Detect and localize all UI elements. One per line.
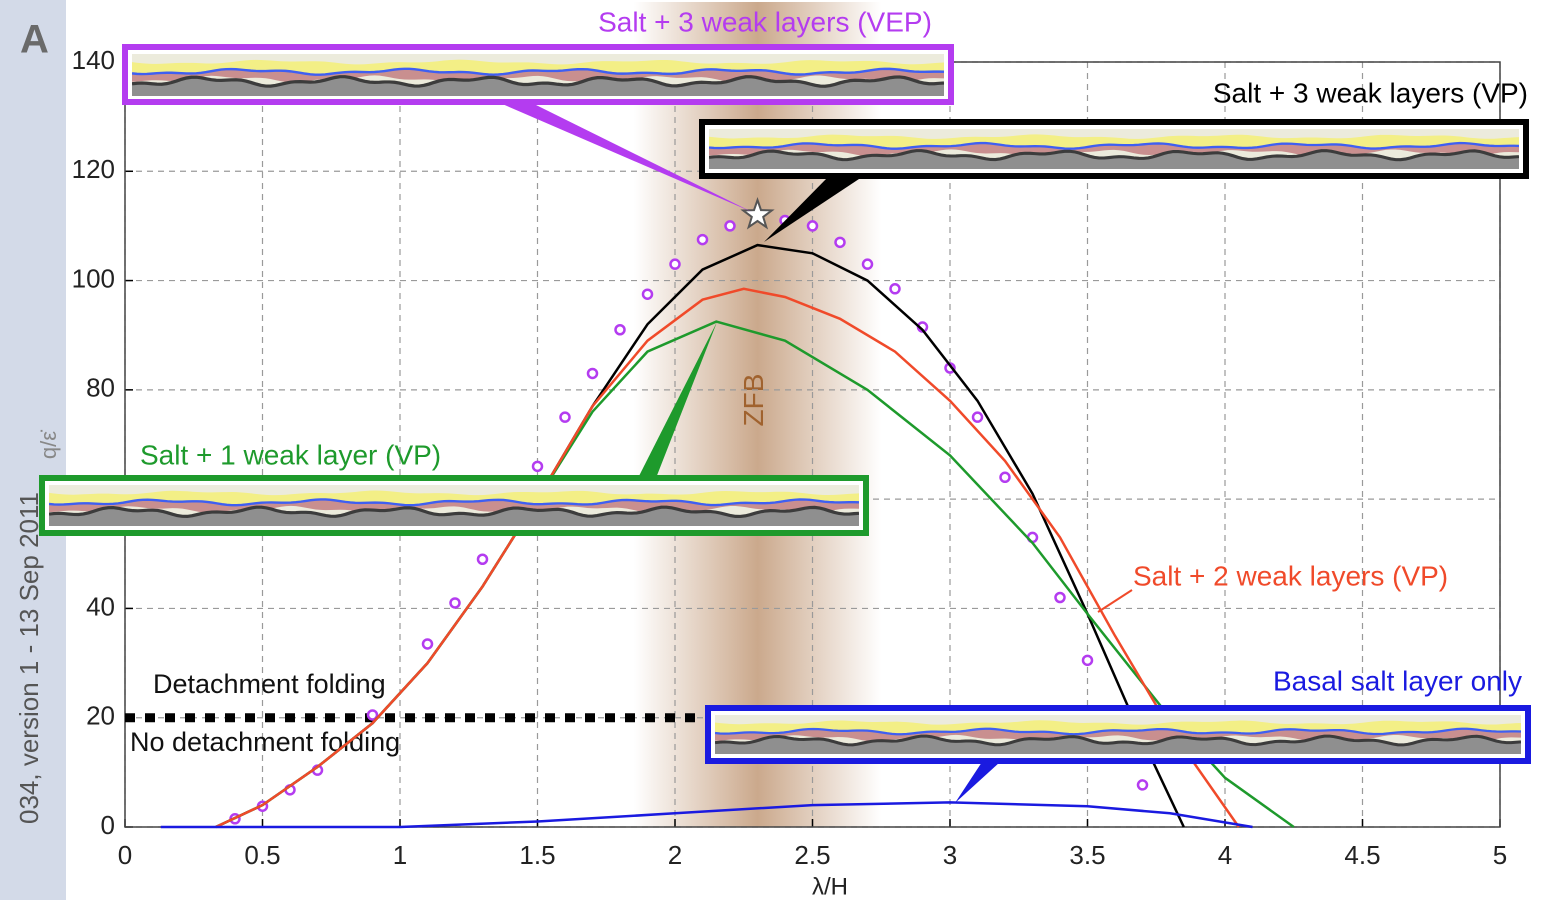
series-label: Basal salt layer only bbox=[1273, 665, 1522, 696]
data-point bbox=[861, 258, 874, 270]
threshold-below: No detachment folding bbox=[130, 727, 400, 757]
series-label: Salt + 3 weak layers (VP) bbox=[1213, 77, 1528, 108]
data-point bbox=[724, 220, 736, 232]
data-point bbox=[669, 258, 681, 270]
y-tick-label: 40 bbox=[86, 591, 115, 621]
series-label: Salt + 2 weak layers (VP) bbox=[1133, 560, 1448, 591]
data-point bbox=[476, 553, 489, 565]
x-axis-label: λ/H bbox=[812, 873, 848, 900]
data-point bbox=[696, 233, 709, 246]
x-tick-label: 2 bbox=[668, 840, 682, 870]
x-tick-label: 1 bbox=[393, 840, 407, 870]
x-tick-label: 4 bbox=[1218, 840, 1232, 870]
overlay bbox=[39, 44, 1531, 803]
data-point bbox=[559, 411, 571, 423]
pointer bbox=[955, 762, 1000, 803]
data-point bbox=[531, 460, 544, 473]
x-tick-label: 0 bbox=[118, 840, 132, 870]
band-label: ZFB bbox=[738, 374, 769, 427]
y-tick-label: 0 bbox=[101, 810, 115, 840]
pointer bbox=[500, 103, 752, 212]
data-point bbox=[999, 471, 1011, 484]
data-point bbox=[1136, 779, 1149, 791]
series-label: Salt + 1 weak layer (VP) bbox=[140, 439, 441, 470]
inset bbox=[39, 475, 869, 536]
x-tick-label: 5 bbox=[1493, 840, 1507, 870]
y-tick-label: 120 bbox=[72, 154, 115, 184]
y-tick-label: 20 bbox=[86, 701, 115, 731]
data-point bbox=[806, 220, 819, 232]
series-line bbox=[160, 801, 1253, 829]
x-tick-label: 3 bbox=[943, 840, 957, 870]
data-point bbox=[421, 638, 434, 650]
side-text: 034, version 1 - 13 Sep 2011 bbox=[14, 492, 44, 824]
threshold-above: Detachment folding bbox=[153, 669, 386, 699]
data-point bbox=[641, 288, 654, 300]
side-strip bbox=[0, 0, 66, 900]
pointer bbox=[764, 177, 862, 242]
y-tick-label: 80 bbox=[86, 373, 115, 403]
data-point bbox=[889, 283, 901, 295]
data-point bbox=[971, 411, 984, 423]
data-point bbox=[366, 709, 379, 721]
peak-marker bbox=[740, 196, 775, 230]
panel-letter: A bbox=[20, 18, 49, 62]
data-point bbox=[834, 236, 846, 249]
data-point bbox=[1054, 591, 1066, 604]
series-line bbox=[215, 287, 1240, 829]
x-tick-label: 4.5 bbox=[1344, 840, 1380, 870]
y-axis-label: q/ε̇ bbox=[36, 430, 61, 459]
data-point bbox=[614, 324, 626, 336]
data-point bbox=[1081, 654, 1094, 667]
x-tick-label: 0.5 bbox=[244, 840, 280, 870]
x-tick-label: 1.5 bbox=[519, 840, 555, 870]
x-tick-label: 3.5 bbox=[1069, 840, 1105, 870]
data-point bbox=[449, 597, 461, 609]
data-point bbox=[586, 367, 599, 380]
inset bbox=[122, 44, 954, 105]
pointer bbox=[638, 322, 717, 478]
inset bbox=[699, 119, 1529, 179]
series-label: Salt + 3 weak layers (VEP) bbox=[598, 6, 932, 37]
y-tick-label: 100 bbox=[72, 263, 115, 293]
x-tick-label: 2.5 bbox=[794, 840, 830, 870]
y-tick-label: 140 bbox=[72, 45, 115, 75]
label-pointer bbox=[1097, 589, 1133, 613]
inset bbox=[705, 705, 1531, 764]
